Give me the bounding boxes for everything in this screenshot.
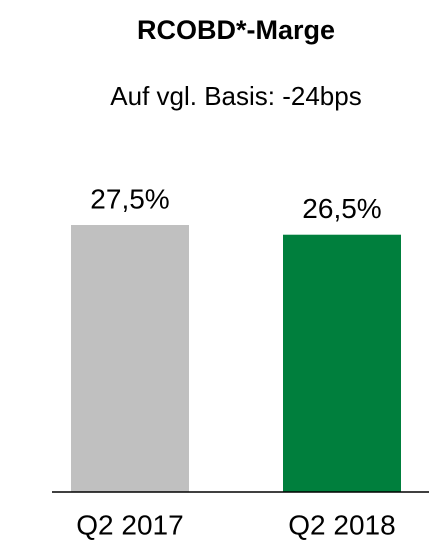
x-tick-label: Q2 2018 <box>288 509 395 540</box>
value-label: 26,5% <box>302 193 381 224</box>
chart-subtitle: Auf vgl. Basis: -24bps <box>110 81 361 111</box>
value-label: 27,5% <box>90 183 169 214</box>
bar <box>71 225 189 492</box>
x-tick-label: Q2 2017 <box>76 509 183 540</box>
bar <box>283 234 401 492</box>
chart-title: RCOBD*-Marge <box>137 15 335 45</box>
